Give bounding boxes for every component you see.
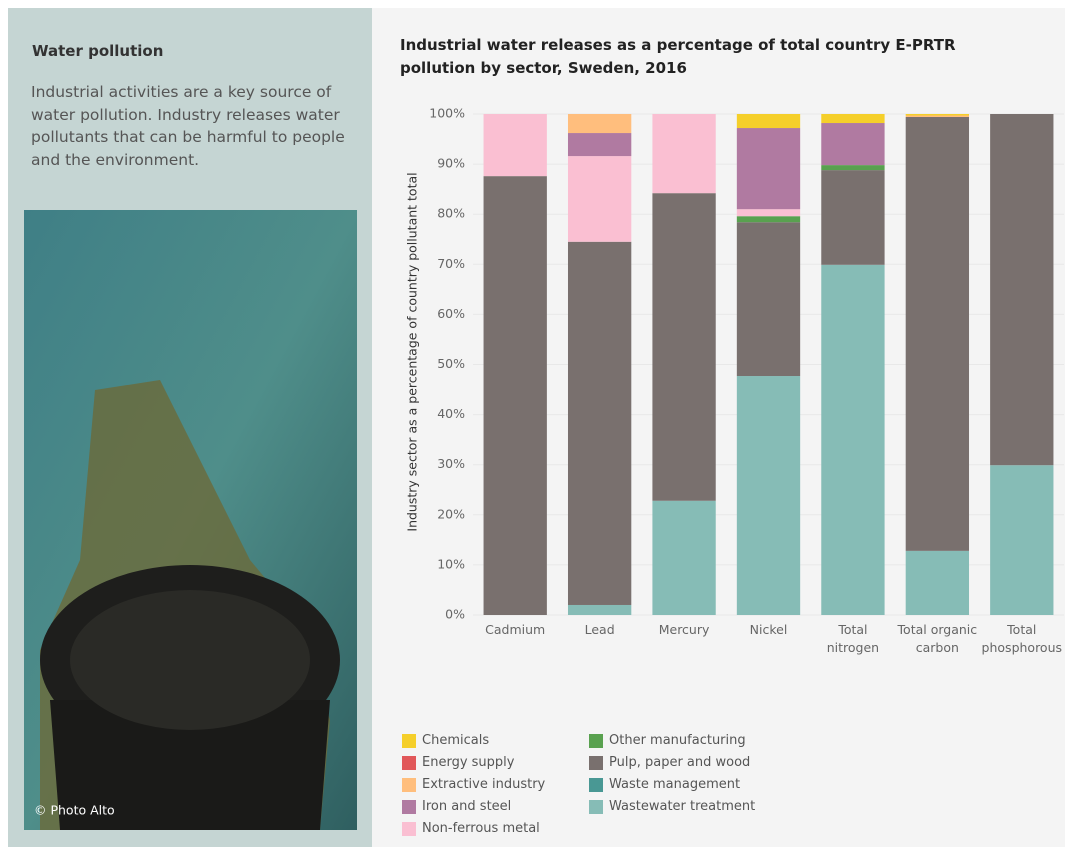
legend-label: Non-ferrous metal [422, 821, 540, 836]
photo: © Photo Alto [24, 210, 357, 830]
bar-segment [567, 114, 632, 134]
bar-segment [990, 114, 1054, 466]
bar-segment [736, 376, 801, 615]
y-tick-label: 0% [445, 607, 465, 622]
bar-segment [736, 222, 801, 377]
bar-segment [821, 123, 885, 166]
y-tick-label: 40% [437, 406, 465, 421]
legend-swatch [402, 778, 416, 792]
y-tick-label: 100% [429, 106, 465, 121]
y-tick-label: 20% [437, 506, 465, 521]
legend-label: Waste management [609, 777, 741, 792]
bar-segment [736, 216, 801, 223]
legend-label: Extractive industry [422, 777, 546, 792]
legend-swatch [589, 756, 603, 770]
bar-segment [567, 156, 632, 242]
bar-segment [652, 193, 716, 501]
bar-segment [652, 114, 716, 194]
y-tick-label: 50% [437, 356, 465, 371]
x-tick-label: Lead [584, 622, 615, 637]
bar-segment [905, 117, 970, 551]
bar-segment [567, 133, 632, 157]
sidebar-text: Industrial activities are a key source o… [31, 83, 345, 169]
legend-swatch [589, 734, 603, 748]
y-tick-label: 60% [437, 306, 465, 321]
y-tick-label: 10% [437, 556, 465, 571]
legend-swatch [402, 734, 416, 748]
x-tick-label: Mercury [658, 622, 710, 637]
y-axis-title: Industry sector as a percentage of count… [405, 172, 420, 531]
legend-label: Energy supply [422, 755, 515, 770]
legend-label: Iron and steel [422, 799, 512, 814]
bar-segment [567, 241, 632, 605]
bar-segment [483, 176, 547, 615]
legend-label: Wastewater treatment [609, 799, 756, 814]
y-tick-label: 90% [437, 156, 465, 171]
photo-credit: © Photo Alto [34, 803, 115, 818]
legend-swatch [589, 800, 603, 814]
x-tick-label: Nickel [749, 622, 788, 637]
bar-segment [990, 465, 1054, 615]
chart-title: Industrial water releases as a percentag… [400, 36, 956, 77]
bar-segment [821, 165, 885, 171]
y-tick-label: 70% [437, 256, 465, 271]
legend-swatch [402, 822, 416, 836]
legend-swatch [589, 778, 603, 792]
legend-label: Chemicals [422, 733, 490, 748]
bar-segment [567, 604, 632, 615]
y-tick-label: 30% [437, 456, 465, 471]
bar-segment [736, 128, 801, 210]
legend-label: Pulp, paper and wood [609, 755, 751, 770]
bar-segment [821, 170, 885, 265]
legend-swatch [402, 756, 416, 770]
bar-segment [821, 114, 885, 124]
x-tick-label: Cadmium [485, 622, 546, 637]
bar-segment [905, 550, 970, 615]
bar-segment [821, 264, 885, 615]
legend-label: Other manufacturing [609, 733, 746, 748]
bar-segment [905, 115, 970, 118]
legend-swatch [402, 800, 416, 814]
bar-segment [736, 209, 801, 217]
x-tick-label: Total phosphorous [981, 622, 1063, 655]
bar-segment [652, 500, 716, 615]
sidebar-title: Water pollution [32, 42, 164, 60]
bar-segment [736, 114, 801, 129]
bar-segment [905, 114, 970, 116]
x-tick-label: Total nitrogen [826, 622, 880, 655]
y-tick-label: 80% [437, 206, 465, 221]
x-tick-label: Total organic carbon [897, 622, 978, 655]
bar-segment [483, 114, 547, 177]
